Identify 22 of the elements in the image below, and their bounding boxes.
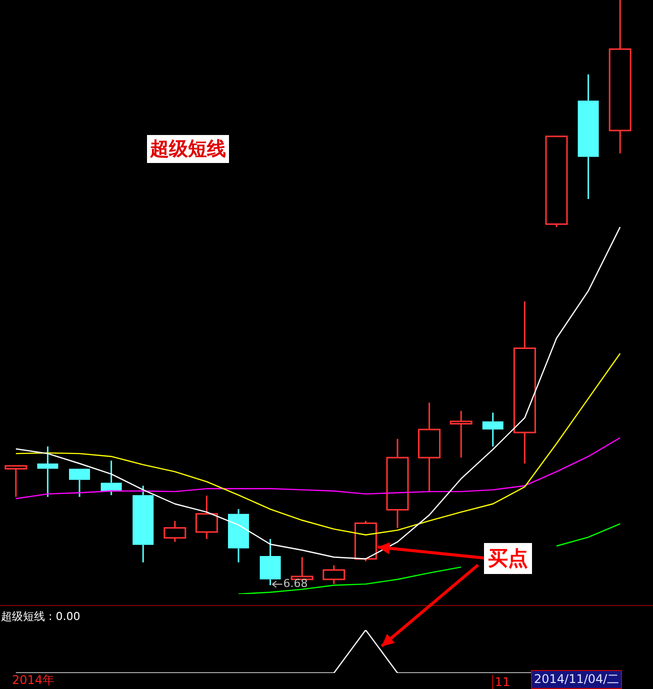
candlestick xyxy=(100,460,122,496)
candlestick xyxy=(132,484,154,564)
candlestick xyxy=(513,300,536,464)
candlestick xyxy=(4,465,28,498)
candlestick xyxy=(608,0,632,154)
candlestick xyxy=(386,438,409,529)
candlestick xyxy=(322,564,346,585)
annotation: 2014/11/04/二 xyxy=(531,670,622,689)
annotation: 买点 xyxy=(484,543,532,574)
candlestick xyxy=(37,446,58,498)
candlestick xyxy=(164,520,186,543)
annotation: 2014年 xyxy=(12,672,55,689)
candlestick xyxy=(578,74,599,200)
candlestick xyxy=(290,556,314,580)
candlestick xyxy=(482,412,504,448)
candlestick xyxy=(418,402,441,492)
candlestick xyxy=(195,494,218,540)
candlestick xyxy=(450,410,472,458)
chart-title: 超级短线 : 0.00 xyxy=(1,609,80,624)
text: 11 xyxy=(492,675,510,689)
text: 超级短线 xyxy=(147,135,229,163)
annotation: 6.68 xyxy=(283,577,308,590)
